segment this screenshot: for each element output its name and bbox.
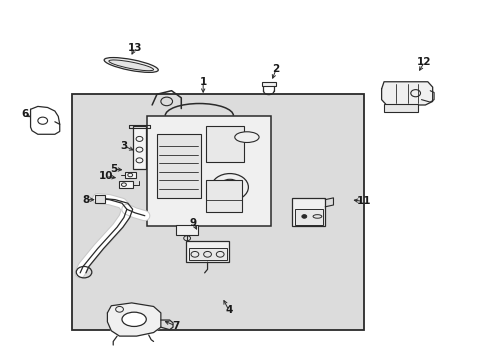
Bar: [157, 134, 201, 198]
Text: 7: 7: [171, 321, 179, 331]
Text: 1: 1: [199, 77, 206, 87]
Circle shape: [301, 215, 306, 218]
Text: 10: 10: [99, 171, 113, 181]
Bar: [186, 242, 228, 262]
Polygon shape: [107, 303, 161, 336]
Bar: [147, 116, 271, 226]
Bar: [95, 195, 105, 203]
Text: 11: 11: [356, 197, 370, 206]
Ellipse shape: [234, 132, 259, 143]
Text: 8: 8: [82, 195, 90, 204]
Text: 12: 12: [416, 57, 431, 67]
Bar: [383, 104, 417, 112]
Text: 13: 13: [127, 43, 142, 53]
Bar: [176, 225, 198, 235]
Bar: [205, 180, 242, 212]
Bar: [262, 82, 275, 86]
Bar: [205, 126, 244, 162]
Text: 9: 9: [189, 218, 197, 228]
Ellipse shape: [312, 215, 321, 218]
Text: 5: 5: [110, 164, 118, 174]
Text: 4: 4: [225, 305, 232, 315]
Text: 6: 6: [21, 109, 28, 119]
Ellipse shape: [104, 58, 158, 72]
Bar: [124, 172, 135, 178]
Ellipse shape: [109, 60, 153, 71]
Bar: [294, 208, 322, 225]
Ellipse shape: [122, 312, 146, 327]
Bar: [132, 126, 146, 169]
Bar: [188, 248, 226, 260]
Text: 3: 3: [120, 141, 127, 151]
Polygon shape: [381, 82, 432, 105]
Bar: [72, 94, 363, 330]
Bar: [291, 198, 325, 226]
Bar: [119, 181, 132, 188]
Text: 2: 2: [272, 64, 279, 74]
